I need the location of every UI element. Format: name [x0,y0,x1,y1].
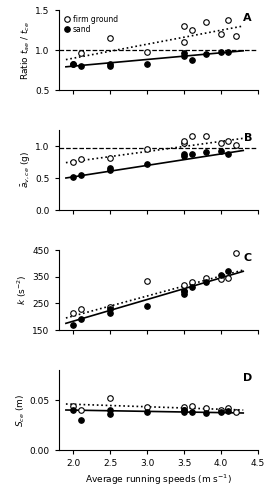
Y-axis label: $S_{ce}$ (m): $S_{ce}$ (m) [14,394,27,426]
Text: B: B [244,133,252,143]
Y-axis label: $k$ (s$^{-2}$): $k$ (s$^{-2}$) [16,274,30,306]
Y-axis label: Ratio $t_{ae}$ / $t_{ce}$: Ratio $t_{ae}$ / $t_{ce}$ [20,20,32,80]
Text: C: C [244,253,252,263]
Y-axis label: $\bar{a}_{v,ce}$ (g): $\bar{a}_{v,ce}$ (g) [19,152,32,188]
Legend: firm ground, sand: firm ground, sand [62,14,119,35]
X-axis label: Average running speeds (m s$^{-1}$): Average running speeds (m s$^{-1}$) [85,472,232,486]
Text: A: A [243,13,252,23]
Text: D: D [243,373,252,383]
